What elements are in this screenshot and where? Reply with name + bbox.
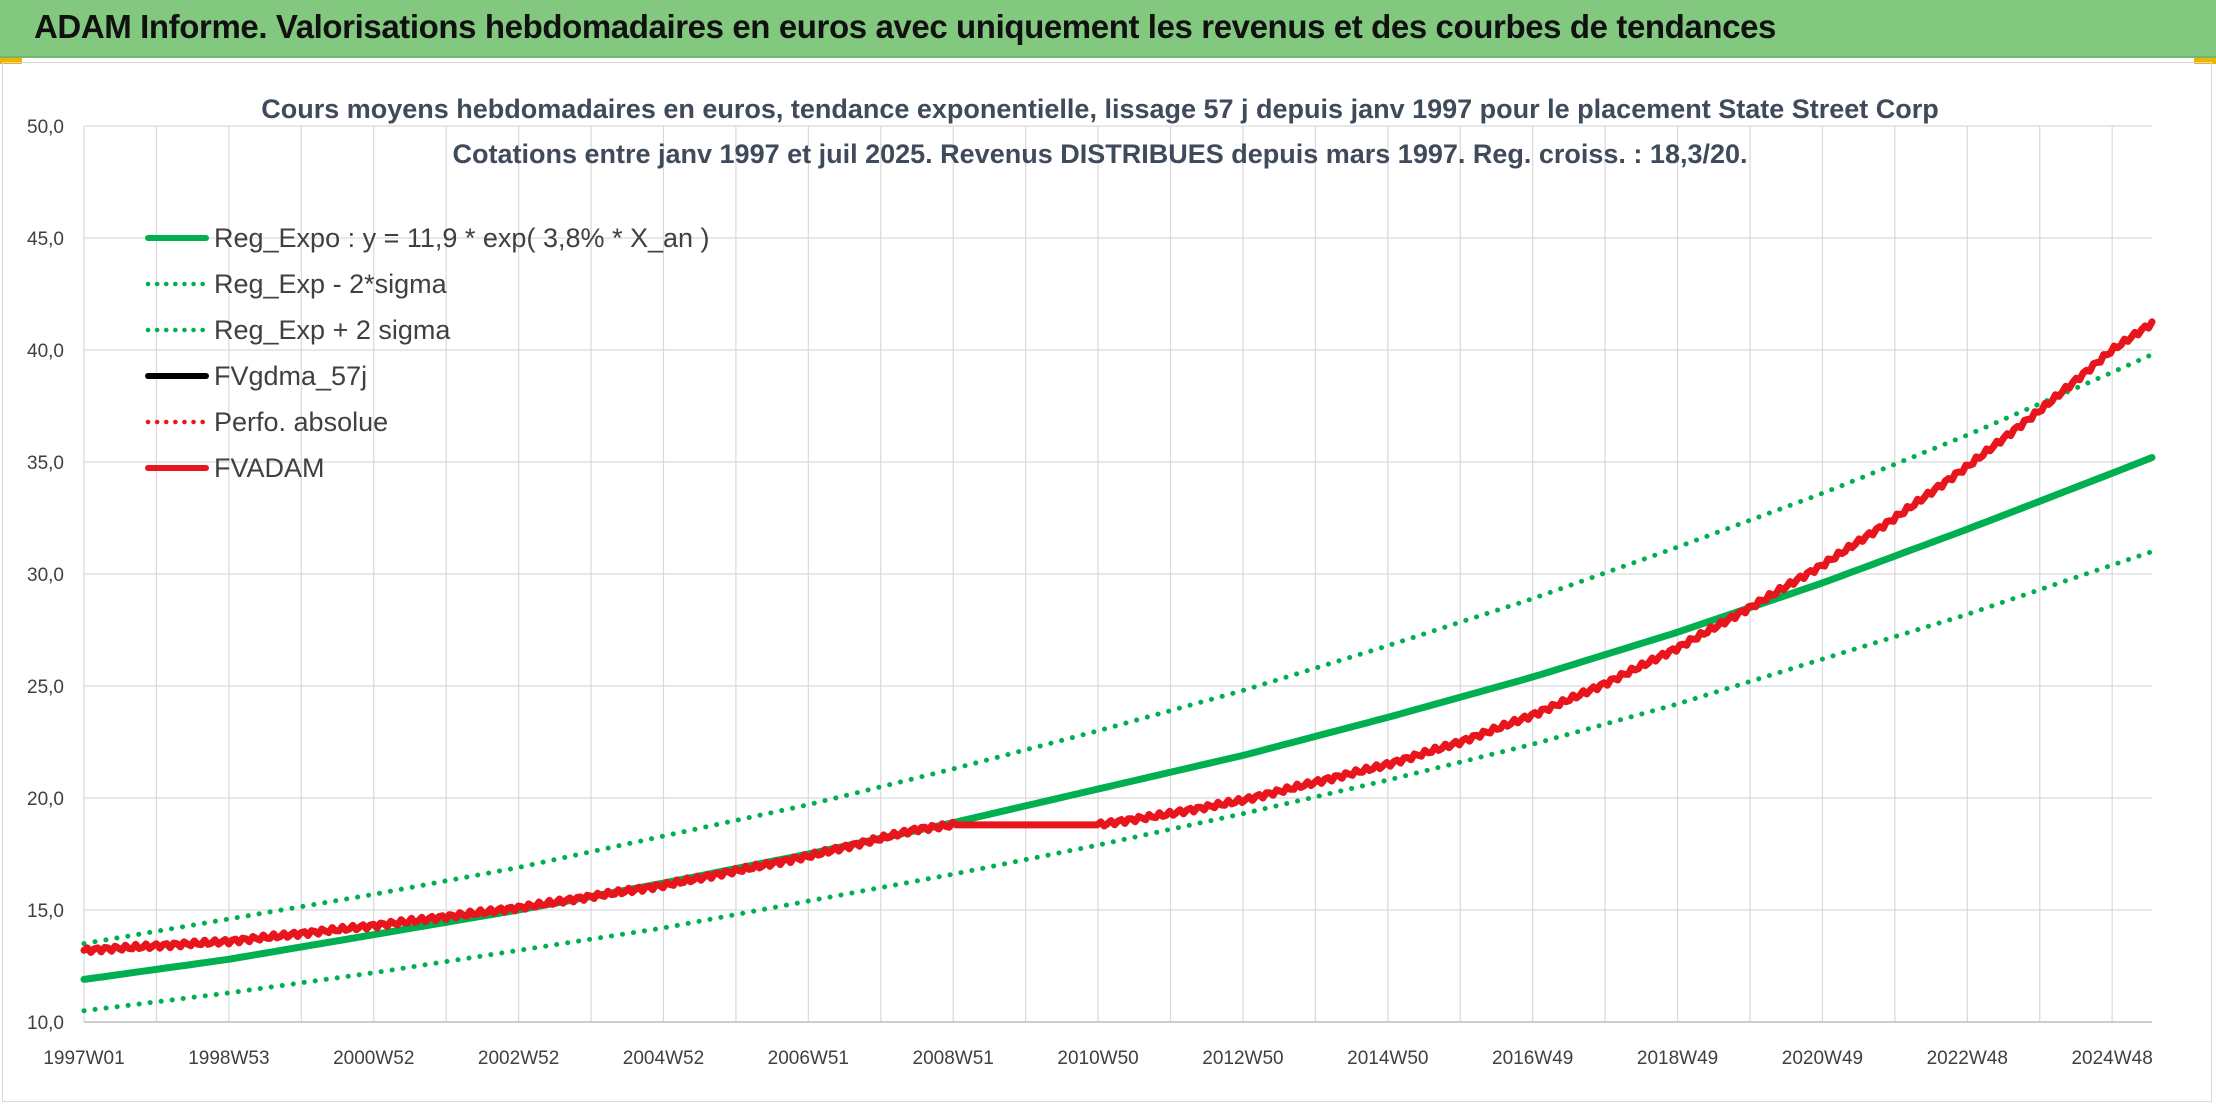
x-tick-label: 2024W48 [2071,1048,2152,1069]
x-tick-label: 2000W52 [333,1048,414,1069]
series-line-5 [80,318,2156,956]
x-tick-label: 2014W50 [1347,1048,1428,1069]
x-tick-label: 2018W49 [1637,1048,1718,1069]
x-tick-label: 1998W53 [188,1048,269,1069]
series-line-0 [80,454,2156,983]
x-tick-label: 2002W52 [478,1048,559,1069]
x-tick-label: 2020W49 [1782,1048,1863,1069]
y-tick-label: 20,0 [27,789,64,810]
x-axis-ticks: 1997W01 1998W53 2000W52 2002W52 2004W52 2006W… [43,1048,2153,1069]
y-tick-label: 50,0 [27,117,64,138]
legend-label-3: FVgdma_57j [214,361,367,391]
x-tick-label: 2004W52 [623,1048,704,1069]
report-title: ADAM Informe. Valorisations hebdomadaire… [34,8,1776,45]
chart-legend: Reg_Expo : y = 11,9 * exp( 3,8% * X_an )… [145,223,710,483]
x-tick-label: 2010W50 [1057,1048,1138,1069]
x-tick-label: 2006W51 [768,1048,849,1069]
legend-label-4: Perfo. absolue [214,407,388,437]
y-tick-label: 10,0 [27,1013,64,1034]
legend-label-2: Reg_Exp + 2 sigma [214,315,451,345]
legend-label-5: FVADAM [214,453,325,483]
y-tick-label: 30,0 [27,565,64,586]
corner-marker-left [0,58,22,64]
chart-title-line-2: Cotations entre janv 1997 et juil 2025. … [452,139,1747,169]
report-banner: ADAM Informe. Valorisations hebdomadaire… [0,0,2216,58]
y-tick-label: 40,0 [27,341,64,362]
y-tick-label: 15,0 [27,901,64,922]
corner-marker-right [2194,58,2216,64]
chart-frame [2,62,2212,1102]
chart-series [80,318,2156,1014]
x-tick-label: 2022W48 [1927,1048,2008,1069]
y-tick-label: 25,0 [27,677,64,698]
y-axis-ticks: 10,0 15,0 20,0 25,0 30,0 35,0 40,0 45,0 50,0 [27,117,64,1034]
x-tick-label: 2016W49 [1492,1048,1573,1069]
chart-grid [83,125,2152,1023]
y-tick-label: 35,0 [27,453,64,474]
legend-label-0: Reg_Expo : y = 11,9 * exp( 3,8% * X_an ) [214,223,710,253]
legend-label-1: Reg_Exp - 2*sigma [214,269,448,299]
x-tick-label: 2012W50 [1202,1048,1283,1069]
series-line-2 [81,352,2155,947]
x-tick-label: 2008W51 [913,1048,994,1069]
y-tick-label: 45,0 [27,229,64,250]
chart-title-line-1: Cours moyens hebdomadaires en euros, ten… [261,94,1939,124]
x-tick-label: 1997W01 [43,1048,124,1069]
